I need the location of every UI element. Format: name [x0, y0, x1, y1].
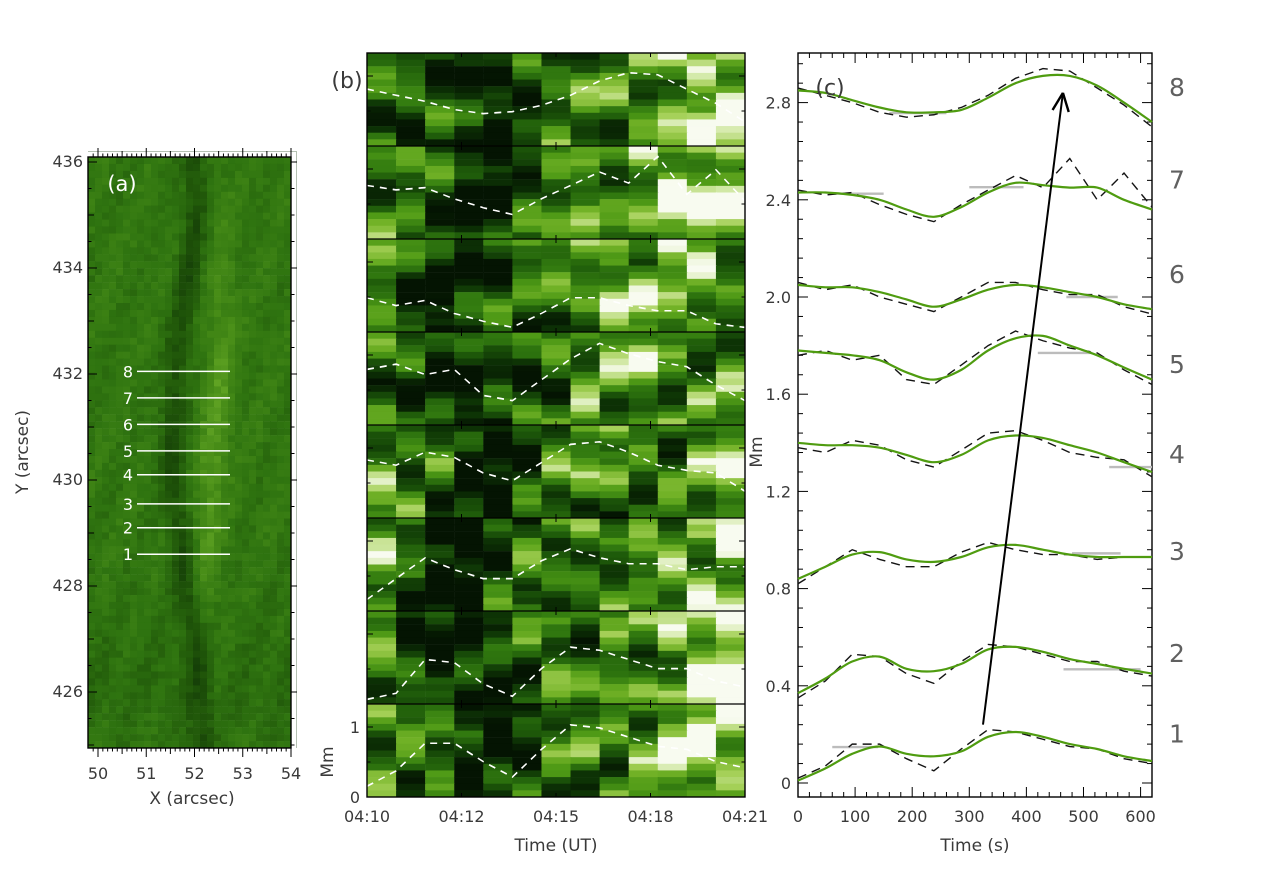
- propagation-arrow: [982, 92, 1064, 725]
- panel-b-xtick-label: 04:12: [438, 807, 484, 826]
- panel-c-xtick-label: 600: [1125, 807, 1156, 826]
- panel-b-ylabel: Mm: [318, 746, 338, 777]
- panel-c-ytick-label: 0.8: [766, 580, 791, 599]
- panel-c-ylabel: Mm: [747, 436, 767, 467]
- slit-label: 4: [123, 466, 133, 485]
- panel-c-xtick-label: 300: [954, 807, 985, 826]
- panel-c-xlabel: Time (s): [939, 836, 1009, 856]
- panel-b-xtick-label: 04:21: [722, 807, 768, 826]
- panel-c-ytick-label: 0: [781, 774, 791, 793]
- slit-label: 2: [123, 519, 133, 538]
- panel-c-series-label: 6: [1169, 260, 1185, 289]
- panel-a-ytick-label: 434: [52, 258, 83, 277]
- panel-c-series-label: 7: [1169, 165, 1185, 194]
- panel-b-ytick-label: 0: [350, 788, 360, 807]
- panel-c-xtick-label: 200: [897, 807, 928, 826]
- smoothed-displacement-curve: [797, 73, 1153, 123]
- panel-a-xtick-label: 52: [184, 764, 204, 783]
- panel-c-xtick-label: 100: [840, 807, 871, 826]
- panel-c-ytick-label: 1.2: [766, 482, 791, 501]
- panel-c-series-label: 3: [1169, 537, 1185, 566]
- arrow-head: [1061, 92, 1070, 113]
- panel-c-series-label: 5: [1169, 350, 1185, 379]
- slit-label: 3: [123, 495, 133, 514]
- panel-c-xtick-label: 0: [793, 807, 803, 826]
- panel-b-xtick-label: 04:15: [533, 807, 579, 826]
- panel-b-ytick-label: 1: [350, 718, 360, 737]
- smoothed-displacement-curve: [797, 181, 1153, 218]
- panel-c-series-label: 8: [1169, 73, 1185, 102]
- panel-b-xlabel: Time (UT): [513, 836, 597, 856]
- smoothed-displacement-curve: [797, 334, 1153, 381]
- smoothed-displacement-curve: [797, 730, 1153, 782]
- panel-b-xtick-label: 04:18: [627, 807, 673, 826]
- smoothed-displacement-curve: [797, 645, 1153, 695]
- panel-a-xtick-label: 54: [281, 764, 301, 783]
- raw-displacement-curve: [797, 330, 1153, 386]
- slit-label: 7: [123, 389, 133, 408]
- panel-a-ytick-label: 432: [52, 364, 83, 383]
- slit-label: 8: [123, 362, 133, 381]
- panel-a-ytick-label: 430: [52, 470, 83, 489]
- panel-c-series-label: 2: [1169, 639, 1185, 668]
- dynamic-graphics: 50 51 52 53 544264284304324344361234567804:1…: [52, 52, 1185, 826]
- panel-c-ytick-label: 2.8: [766, 94, 791, 113]
- smoothed-displacement-curve: [797, 283, 1153, 311]
- smoothed-displacement-curve: [797, 434, 1153, 474]
- raw-displacement-curve: [797, 67, 1153, 128]
- raw-displacement-curve: [797, 429, 1153, 478]
- slit-label: 1: [123, 545, 133, 564]
- panel-a-xtick-label: 50: [88, 764, 108, 783]
- panel-a-ylabel: Y (arcsec): [13, 410, 33, 495]
- static-labels: (a) X (arcsec) Y (arcsec) (b) Time (UT) …: [13, 69, 1010, 856]
- panel-b-xtick-label: 04:10: [344, 807, 390, 826]
- panel-a-ytick-label: 426: [52, 682, 83, 701]
- slit-label: 5: [123, 442, 133, 461]
- panel-a-letter: (a): [107, 172, 136, 196]
- panel-c-series-label: 1: [1169, 719, 1185, 748]
- panel-c-ytick-label: 1.6: [766, 385, 791, 404]
- arrow-head: [1051, 92, 1064, 111]
- panel-a-xtick-label: 51: [136, 764, 156, 783]
- panel-a-xlabel: X (arcsec): [149, 789, 234, 809]
- smoothed-displacement-curve: [797, 543, 1152, 580]
- panel-c-xtick-label: 500: [1068, 807, 1099, 826]
- panel-a-xtick-label: 53: [233, 764, 253, 783]
- panel-a-intensity-image: [88, 157, 291, 748]
- raw-displacement-curve: [797, 541, 1152, 585]
- panel-b-letter: (b): [331, 69, 362, 94]
- raw-displacement-curve: [797, 643, 1153, 699]
- panel-a-ytick-label: 436: [52, 152, 83, 171]
- panel-a-ytick-label: 428: [52, 576, 83, 595]
- raw-displacement-curve: [797, 157, 1153, 223]
- panel-c-letter: (c): [815, 76, 844, 101]
- panel-c-ytick-label: 0.4: [766, 677, 791, 696]
- panel-c-xtick-label: 400: [1011, 807, 1042, 826]
- slit-label: 6: [123, 415, 133, 434]
- panel-c-ytick-label: 2.0: [766, 288, 791, 307]
- panel-c-ytick-label: 2.4: [766, 191, 791, 210]
- panel-c-series-label: 4: [1169, 440, 1185, 469]
